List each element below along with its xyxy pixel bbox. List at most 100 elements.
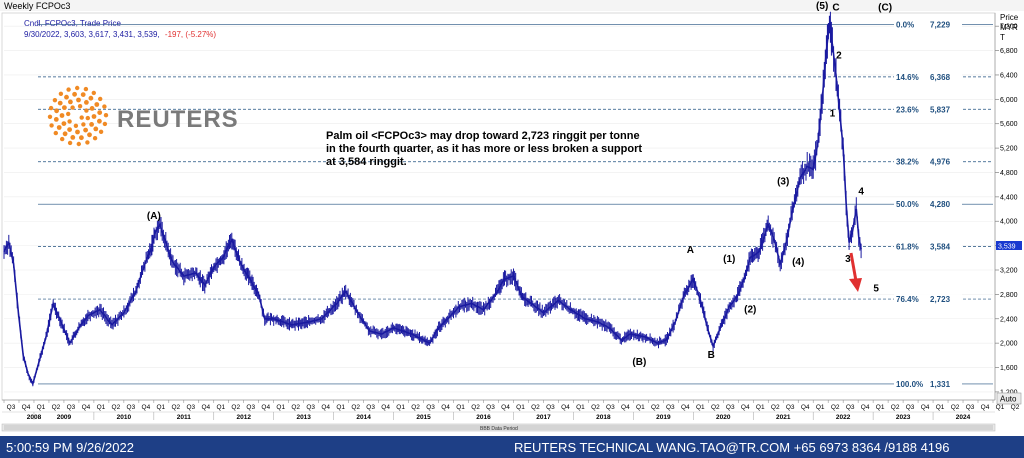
y-tick-label: 1,600	[1000, 365, 1018, 372]
x-quarter-label: Q1	[157, 404, 166, 411]
reuters-logo: REUTERS	[47, 85, 238, 147]
x-quarter-label: Q3	[546, 404, 555, 411]
logo-dot	[60, 136, 65, 142]
x-quarter-label: Q2	[411, 404, 420, 411]
projection-arrow	[849, 252, 862, 292]
logo-dot	[83, 86, 89, 92]
auto-scale-button[interactable]	[996, 392, 1022, 405]
logo-dot	[89, 106, 95, 111]
fib-label-bg	[894, 104, 962, 115]
x-quarter-label: Q2	[1011, 404, 1020, 411]
y-axis-unit-tonne: T	[1000, 33, 1005, 42]
fib-level-percent: 38.2%	[896, 158, 919, 167]
x-quarter-label: Q3	[846, 404, 855, 411]
last-price-tag	[996, 241, 1022, 250]
x-quarter-label: Q2	[171, 404, 180, 411]
x-quarter-label: Q1	[37, 404, 46, 411]
x-quarter-label: Q2	[531, 404, 540, 411]
fib-label-bg	[894, 199, 962, 210]
fib-label-bg	[894, 156, 962, 167]
x-quarter-label: Q1	[336, 404, 345, 411]
wave-label: B	[708, 350, 715, 361]
fib-level-value: 4,976	[930, 158, 951, 167]
x-quarter-label: Q3	[786, 404, 795, 411]
x-quarter-label: Q3	[606, 404, 615, 411]
logo-dot	[91, 114, 97, 119]
x-quarter-label: Q4	[201, 404, 210, 411]
logo-dot	[103, 113, 109, 118]
logo-dot	[97, 118, 102, 124]
x-quarter-label: Q1	[756, 404, 765, 411]
logo-dot	[58, 91, 64, 97]
fib-level-percent: 23.6%	[896, 105, 919, 114]
x-quarter-label: Q1	[996, 404, 1005, 411]
y-tick-label: 2,800	[1000, 292, 1018, 299]
x-year-label: 2020	[716, 414, 731, 421]
wave-label: 5	[873, 283, 879, 294]
x-quarter-label: Q4	[82, 404, 91, 411]
x-quarter-label: Q4	[561, 404, 570, 411]
logo-dot	[67, 127, 72, 132]
change-readout: -197, (-5.27%)	[165, 30, 216, 39]
footer-timestamp: 5:00:59 PM 9/26/2022	[6, 440, 134, 455]
x-quarter-label: Q1	[576, 404, 585, 411]
x-quarter-label: Q2	[711, 404, 720, 411]
footer-bar: 5:00:59 PM 9/26/2022 REUTERS TECHNICAL W…	[0, 436, 1024, 458]
logo-dot	[91, 90, 97, 96]
logo-dot	[59, 113, 65, 118]
fib-level-percent: 50.0%	[896, 200, 919, 209]
x-quarter-label: Q4	[261, 404, 270, 411]
fib-label-bg	[894, 71, 962, 82]
logo-dot	[89, 122, 94, 127]
x-quarter-label: Q4	[441, 404, 450, 411]
logo-dot	[76, 97, 81, 103]
x-quarter-label: Q2	[351, 404, 360, 411]
x-quarter-label: Q1	[516, 404, 525, 411]
fib-level-value: 5,837	[930, 105, 951, 114]
wave-label: (2)	[744, 305, 756, 316]
logo-dot	[68, 99, 73, 105]
logo-dot	[94, 102, 100, 107]
x-quarter-label: Q3	[366, 404, 375, 411]
x-quarter-label: Q2	[471, 404, 480, 411]
annotation-line-1: Palm oil <FCPOc3> may drop toward 2,723 …	[326, 130, 640, 142]
wave-label: 3	[845, 254, 851, 265]
x-quarter-label: Q1	[636, 404, 645, 411]
wave-label: (C)	[878, 2, 892, 13]
fib-level-value: 4,280	[930, 200, 951, 209]
fib-level-value: 1,331	[930, 380, 951, 389]
wave-labels: (A) (B) A B (1) (2) (3) (4) (5) C (C) 2 1 4 3 5	[147, 1, 892, 368]
wave-label: (A)	[147, 211, 161, 222]
scrollbar-thumb[interactable]	[4, 425, 993, 430]
logo-dot	[87, 132, 92, 138]
auto-scale-label: Auto	[1000, 395, 1017, 404]
x-quarter-label: Q4	[861, 404, 870, 411]
x-quarter-label: Q2	[951, 404, 960, 411]
logo-dot	[79, 115, 84, 120]
wave-label: 2	[836, 50, 842, 61]
fib-level-value: 6,368	[930, 73, 951, 82]
x-year-label: 2021	[776, 414, 791, 421]
x-quarter-label: Q3	[186, 404, 195, 411]
x-quarter-label: Q2	[112, 404, 121, 411]
x-quarter-label: Q4	[741, 404, 750, 411]
fibonacci-levels: 0.0% 7,229 14.6% 6,368 23.6% 5,837 38.2% 4,976 5…	[38, 19, 993, 389]
x-quarter-label: Q4	[501, 404, 510, 411]
logo-dot	[84, 108, 89, 113]
logo-dot	[70, 135, 76, 140]
y-axis-unit-price: Price	[1000, 13, 1019, 22]
x-quarter-label: Q1	[216, 404, 225, 411]
x-year-label: 2013	[296, 414, 311, 421]
wave-label: C	[832, 2, 839, 13]
wave-label: (1)	[723, 254, 735, 265]
logo-dot	[98, 129, 104, 134]
x-quarter-label: Q4	[621, 404, 630, 411]
fib-level-percent: 14.6%	[896, 73, 919, 82]
data-period-label: BBB Data Period	[480, 426, 518, 432]
fib-label-bg	[894, 294, 962, 305]
wave-label: (4)	[792, 257, 804, 268]
logo-dot	[67, 119, 72, 124]
x-quarter-label: Q3	[966, 404, 975, 411]
logo-dot	[85, 140, 90, 145]
